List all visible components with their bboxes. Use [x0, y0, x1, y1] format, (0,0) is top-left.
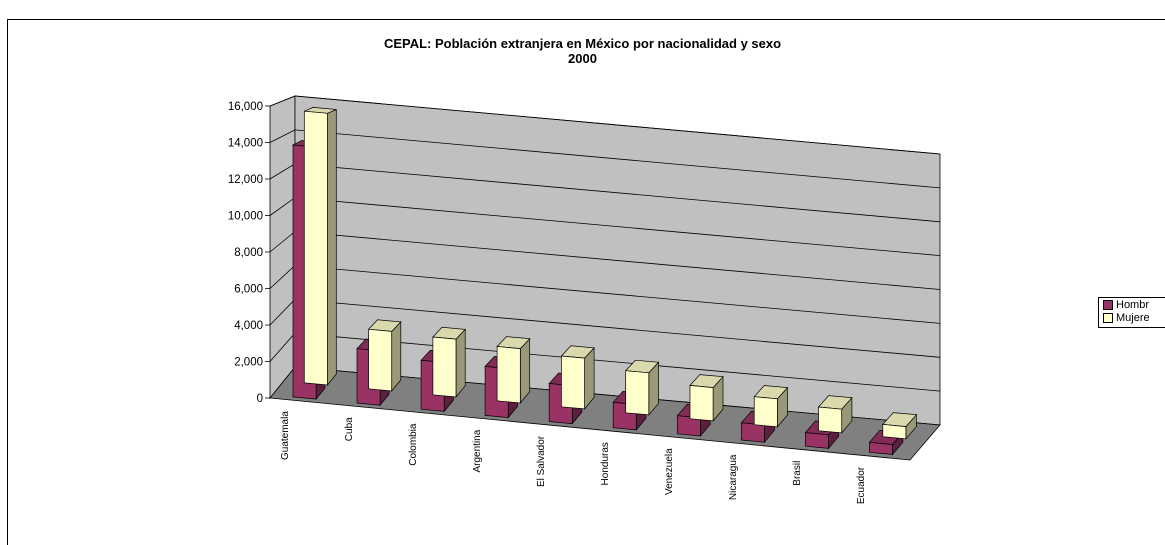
gridline [269, 129, 941, 189]
x-tick-label: El Salvador [536, 435, 547, 487]
y-tick-label: 14,000 [228, 138, 263, 150]
x-tick-label: Nicaragua [728, 454, 739, 500]
y-tick-label: 0 [257, 393, 263, 405]
legend-label-hombres: Hombr [1116, 299, 1150, 311]
y-tick-label: 4,000 [234, 320, 263, 332]
x-tick-label: Argentina [472, 429, 483, 472]
bar-front [432, 336, 457, 398]
x-tick-label: Brasil [792, 461, 803, 486]
y-tick-label: 10,000 [228, 211, 263, 223]
x-tick-label: Venezuela [664, 448, 675, 495]
legend-item-hombres: Hombr [1103, 299, 1149, 312]
bar-side [455, 328, 466, 398]
bar-front [882, 424, 907, 440]
bar-front [625, 370, 650, 416]
bar-front [496, 346, 521, 404]
x-tick-label: Colombia [408, 423, 419, 466]
bar-side [391, 321, 402, 392]
legend-label-mujeres: Mujere [1116, 312, 1150, 324]
chart-title: CEPAL: Población extranjera en México po… [383, 36, 782, 51]
chart-legend: Hombr Mujere [1098, 297, 1165, 328]
chart-subtitle: 2000 [568, 51, 597, 66]
left-wall [269, 95, 296, 400]
bar-side [327, 108, 337, 386]
bar-front [368, 328, 393, 392]
x-tick-label: Guatemala [280, 411, 291, 460]
y-tick-label: 8,000 [234, 247, 263, 259]
legend-item-mujeres: Mujere [1103, 312, 1150, 325]
x-tick-label: Cuba [344, 417, 355, 441]
bar-front [805, 432, 829, 449]
y-tick-label: 2,000 [234, 357, 263, 369]
y-tick-label: 6,000 [234, 284, 263, 296]
legend-swatch-hombres [1103, 300, 1113, 311]
bar-front [818, 406, 843, 434]
bar-front [753, 396, 778, 428]
x-tick-label: Ecuador [856, 466, 867, 504]
bar-front [689, 385, 714, 422]
bar-front [740, 422, 765, 443]
bar-front [303, 110, 328, 386]
x-tick-label: Honduras [600, 442, 611, 485]
bar-front [561, 355, 585, 410]
gridline [269, 95, 941, 155]
legend-swatch-mujeres [1103, 313, 1113, 324]
bar-front [869, 441, 893, 455]
bar-side [519, 337, 531, 404]
y-tick-label: 12,000 [228, 174, 263, 186]
y-tick-label: 16,000 [228, 101, 263, 113]
chart-frame [7, 19, 1165, 545]
